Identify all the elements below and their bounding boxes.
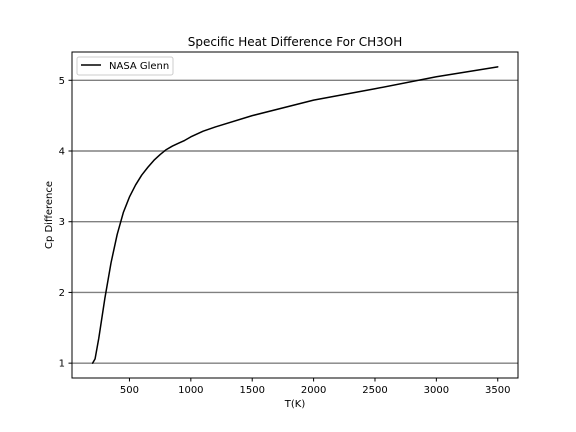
x-axis-label: T(K): [284, 399, 306, 410]
x-tick-label-3500: 3500: [485, 385, 510, 396]
x-tick-label-2500: 2500: [362, 385, 387, 396]
legend: NASA Glenn: [76, 56, 174, 76]
y-tick-label-3: 3: [59, 217, 65, 228]
y-tick-label-4: 4: [59, 147, 65, 158]
legend-frame: [76, 56, 174, 76]
y-axis-ticks: 1 2 3 4 5: [59, 76, 72, 370]
chart-title: Specific Heat Difference For CH3OH: [188, 35, 403, 49]
y-tick-label-1: 1: [59, 359, 65, 370]
x-tick-label-1500: 1500: [239, 385, 264, 396]
x-tick-label-3000: 3000: [424, 385, 449, 396]
grid-layer: [72, 79, 518, 364]
x-axis-ticks: 500 1000 1500 2000 2500 3000 3500: [120, 378, 510, 396]
plot-area-frame: [71, 51, 519, 379]
x-tick-label-1000: 1000: [178, 385, 203, 396]
legend-label-nasa-glenn: NASA Glenn: [109, 61, 169, 72]
y-tick-label-2: 2: [59, 288, 65, 299]
series-line-nasa-glenn: [91, 66, 499, 364]
y-tick-label-5: 5: [59, 76, 65, 87]
series-layer: [91, 66, 499, 364]
y-axis-label: Cp Difference: [44, 181, 55, 249]
x-tick-label-500: 500: [120, 385, 139, 396]
x-tick-label-2000: 2000: [301, 385, 326, 396]
